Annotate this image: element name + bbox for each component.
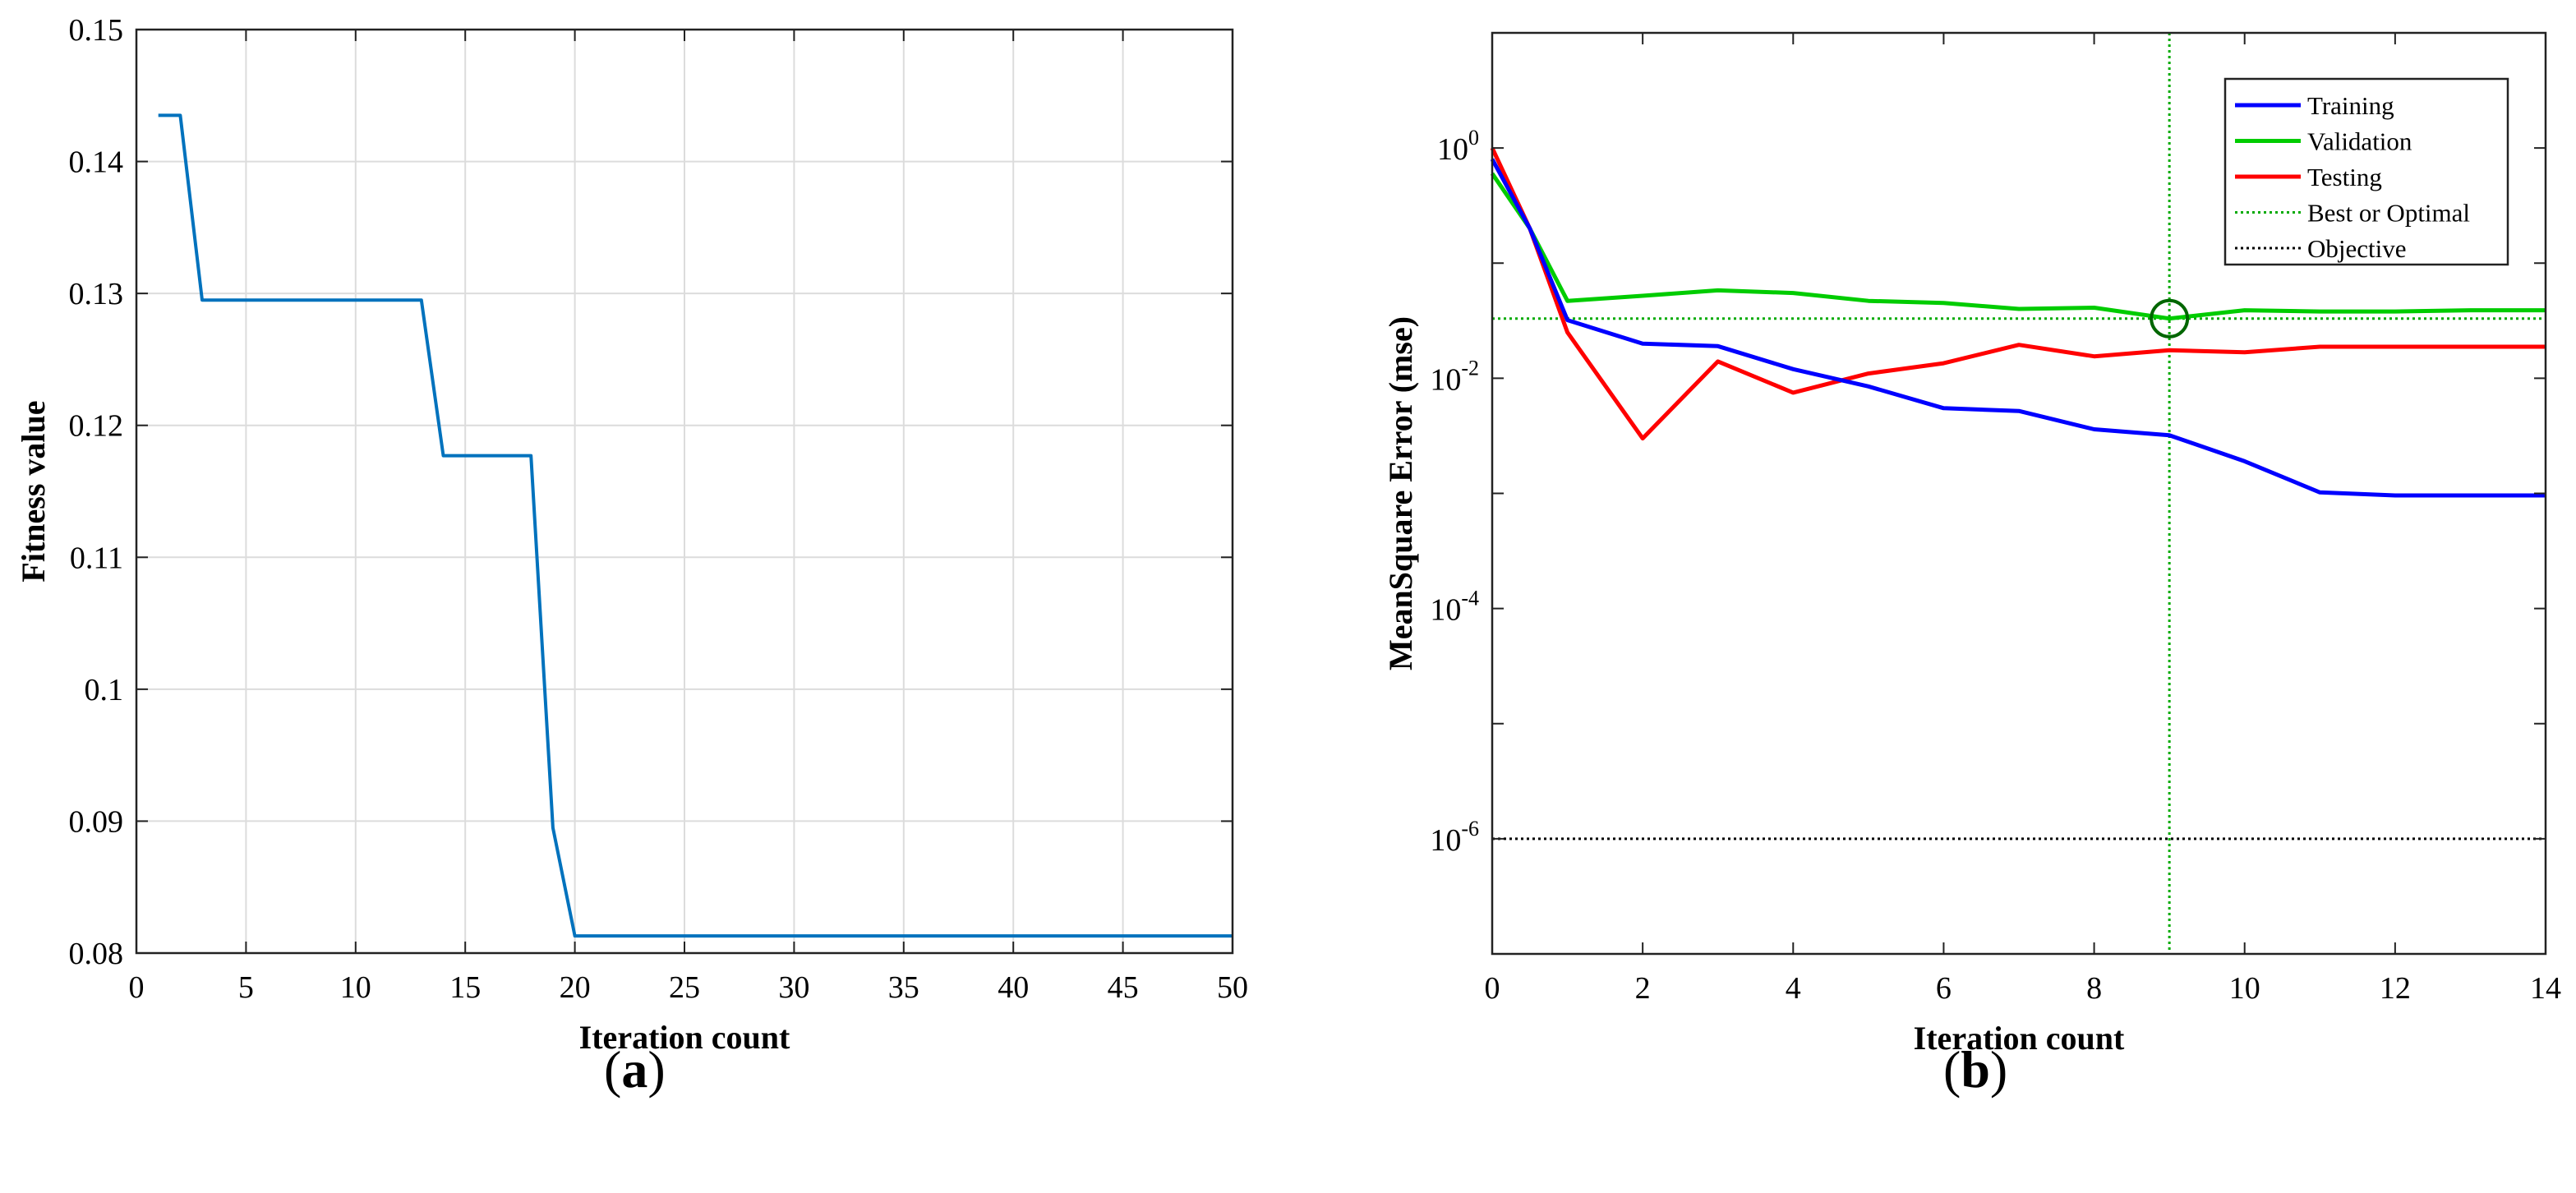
panel-a-xtick-label: 0 — [129, 970, 145, 1005]
panel-a-ytick-label: 0.08 — [69, 937, 124, 971]
panel-b-xtick-label: 8 — [2086, 971, 2102, 1006]
panel-caption-b: (b) — [1943, 1040, 2008, 1099]
panel-a-xtick-label: 5 — [238, 970, 254, 1005]
panel-a-xtick-label: 45 — [1108, 970, 1139, 1005]
panel-a-ylabel: Fitness value — [15, 400, 52, 582]
panel-a-xtick-label: 35 — [888, 970, 919, 1005]
panel-a-xtick-label: 15 — [449, 970, 481, 1005]
panel-a-xtick-label: 50 — [1217, 970, 1248, 1005]
panel-b-xtick-label: 10 — [2229, 971, 2260, 1006]
panel-b-xlabel: Iteration count — [1914, 1020, 2125, 1057]
panel-b-legend-label: Testing — [2307, 163, 2382, 191]
panel-b-xtick-label: 4 — [1786, 971, 1801, 1006]
panel-a-xtick-label: 30 — [778, 970, 809, 1005]
panel-a-xtick-label: 10 — [340, 970, 371, 1005]
panel-a-ytick-label: 0.13 — [69, 277, 124, 311]
panel-b-ytick-label: 10-6 — [1430, 817, 1479, 858]
panel-b-xtick-label: 2 — [1635, 971, 1651, 1006]
panel-b-ytick-label: 10-2 — [1430, 356, 1479, 397]
panel-a-plot: 0 5 10 15 20 25 30 35 40 45 50 0.08 0.09 0.1 0.11 0.12 0… — [15, 13, 1248, 1056]
panel-b-xtick-label: 6 — [1936, 971, 1952, 1006]
panel-b-ytick-label: 10-4 — [1430, 587, 1479, 628]
panel-b-legend-label: Objective — [2307, 234, 2407, 263]
panel-a-ytick-label: 0.14 — [69, 145, 124, 180]
panel-a-ytick-label: 0.1 — [85, 673, 124, 707]
panel-b-testing-line — [1490, 147, 2546, 441]
panel-a-ytick-label: 0.12 — [69, 409, 124, 444]
panel-b-legend: Training Validation Testing Best or Optimal… — [2223, 77, 2509, 266]
panel-a-ytick-label: 0.15 — [69, 13, 124, 48]
panel-b-xtick-label: 14 — [2530, 971, 2561, 1006]
panel-b-legend-label: Training — [2307, 91, 2394, 120]
panel-b-validation-line — [1490, 172, 2546, 321]
panel-a-ytick-label: 0.11 — [70, 541, 123, 575]
panel-a-xtick-label: 40 — [998, 970, 1029, 1005]
panel-a-xlabel: Iteration count — [579, 1019, 790, 1056]
panel-caption-a: (a) — [604, 1040, 666, 1099]
panel-b-xtick-label: 12 — [2380, 971, 2411, 1006]
panel-b-best-point-marker — [2150, 298, 2190, 339]
panel-b-xtick-label: 0 — [1485, 971, 1500, 1006]
panel-a-xtick-label: 25 — [669, 970, 700, 1005]
panel-b-legend-label: Best or Optimal — [2307, 199, 2470, 228]
panel-b-ylabel: MeanSquare Error (mse) — [1382, 316, 1419, 670]
panel-b-ytick-label: 100 — [1437, 126, 1479, 167]
panel-a-ytick-label: 0.09 — [69, 804, 124, 839]
panel-b-legend-box — [2223, 77, 2509, 266]
panel-b-plot: 0 2 4 6 8 10 12 14 100 10-2 10-4 10-6 Iteration coun… — [1382, 31, 2561, 1057]
panel-b-legend-label: Validation — [2307, 127, 2412, 156]
panel-a-xtick-label: 20 — [560, 970, 591, 1005]
panel-b-training-line — [1490, 158, 2546, 498]
panel-a-fitness-line — [158, 113, 1233, 938]
